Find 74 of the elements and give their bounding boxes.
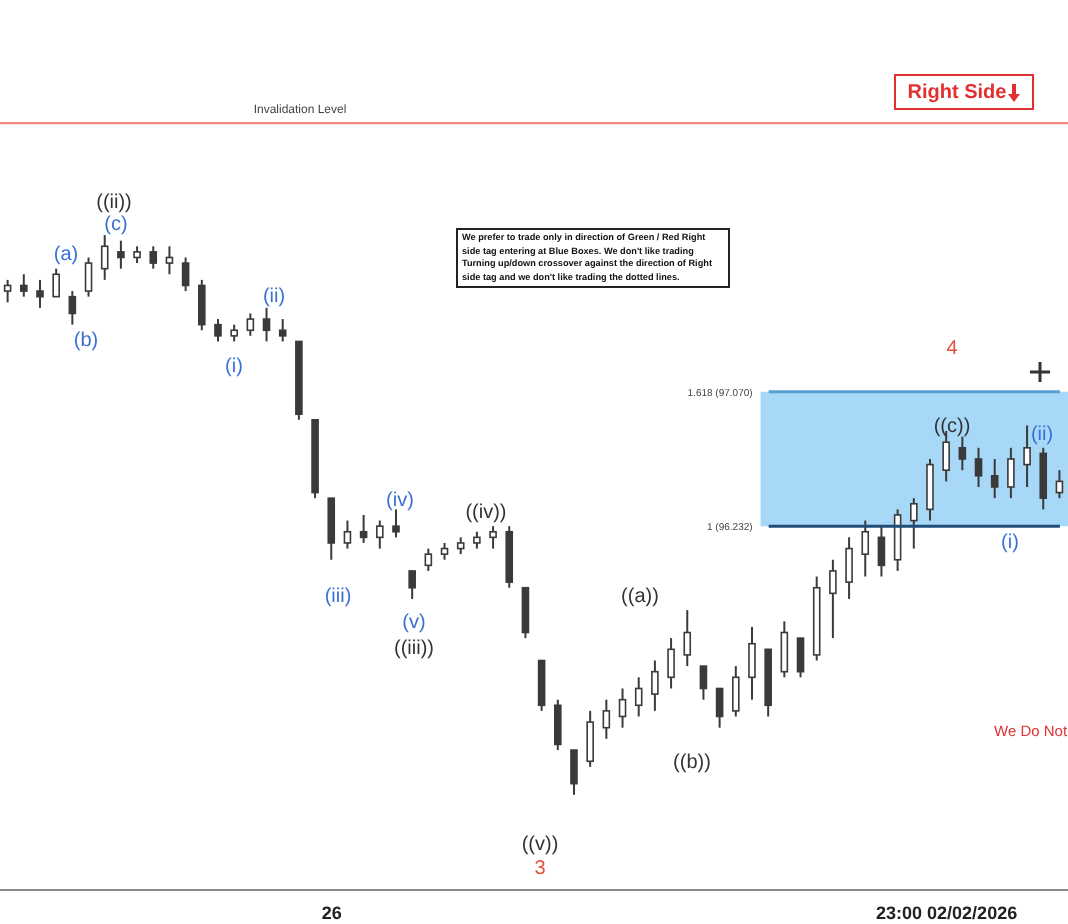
candlestick [910,497,918,550]
annotation: ((iii)) [394,638,434,660]
candlestick [570,749,578,796]
annotation: ((a)) [621,586,659,608]
candlestick [214,318,222,343]
x-tick-label: 26 [321,902,342,923]
candlestick [408,569,416,600]
candlestick [667,637,675,690]
candlestick [699,665,708,701]
candlestick [602,698,611,740]
candlestick [990,457,999,500]
candlestick [845,536,853,600]
candlestick [181,256,190,293]
text: ((ii)) [96,192,132,214]
candlestick [84,256,93,298]
candlestick [376,519,384,550]
annotation: (i) [1001,532,1019,554]
candlestick [165,245,174,276]
annotation: ((b)) [673,752,711,774]
candlestick [343,519,352,550]
candlestick [100,234,109,281]
candlestick [1007,446,1015,500]
candlestick [117,239,125,270]
annotation: ((c)) [933,416,971,438]
candlestick [554,698,562,752]
annotation: (a) [53,244,79,266]
annotation: 4 [946,338,959,360]
candlestick [926,457,934,522]
candlestick [262,306,271,343]
annotation: (iv) [386,490,414,512]
candlestick [521,586,530,640]
candlestick [1023,424,1031,488]
candlestick [715,687,724,729]
candlestick [20,273,28,298]
text: Right Side [907,81,1007,103]
candlestick [537,659,546,712]
candlestick [489,525,497,550]
candlestick [683,609,692,668]
annotation: (iii) [324,586,352,608]
annotation: ((iv)) [465,502,507,524]
candlestick [732,665,740,718]
candlestick [68,290,77,326]
candlestick [586,709,594,768]
candlestick [974,446,983,488]
x-tick-label: 23:00 02/02/2026 [876,902,1018,923]
candlestick [958,435,967,472]
candlestick [1039,446,1048,511]
candlestick [198,278,206,332]
candlestick [651,659,659,712]
candlestick [424,547,433,572]
candlestick [748,625,756,701]
candlestick [359,513,368,544]
candlestick [278,318,287,343]
text: ((v)) [521,834,559,856]
candlestick [829,558,837,640]
candlestick [861,519,870,578]
candlestick [618,687,627,729]
candlestick [327,497,336,561]
annotation: (i) [225,356,243,378]
candlestick [877,525,886,578]
candlestick [246,312,255,337]
candlestick [634,676,643,718]
annotation: (b) [73,330,99,352]
candlestick [796,637,805,679]
candlestick [392,508,400,539]
candlestick [149,245,158,270]
annotation: (ii) [1030,424,1054,446]
candlestick [780,620,789,679]
text: 3 [534,858,547,880]
annotation: (v) [402,612,426,634]
candlestick [36,278,44,309]
annotation: (ii) [262,286,286,308]
annotation: (c) [104,214,128,236]
candlestick [52,267,60,298]
